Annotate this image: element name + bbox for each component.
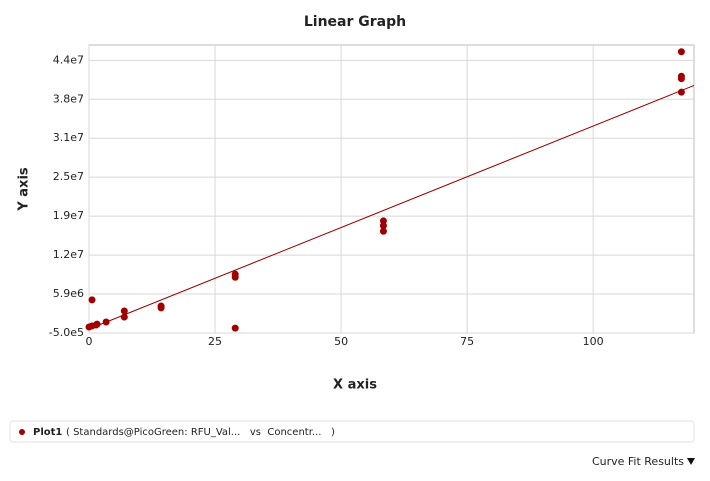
- legend-text: ( Standards@PicoGreen: RFU_Val... vs Con…: [66, 427, 335, 438]
- y-tick-label: 3.1e7: [53, 131, 84, 144]
- x-tick-label: 100: [583, 335, 604, 348]
- point: [677, 75, 685, 83]
- y-tick-label: 2.5e7: [53, 170, 84, 183]
- x-axis-label: X axis: [333, 378, 377, 393]
- x-tick-label: 0: [86, 335, 93, 348]
- legend-box: [9, 420, 695, 443]
- point: [102, 318, 110, 326]
- fit-line: [88, 84, 695, 330]
- point: [120, 307, 128, 315]
- dropdown-arrow[interactable]: [687, 458, 695, 465]
- chart-title: Linear Graph: [304, 14, 406, 30]
- y-tick-label: 5.9e6: [53, 287, 84, 300]
- y-tick-label: 1.2e7: [53, 248, 84, 261]
- legend-marker: [19, 429, 25, 435]
- y-tick-label: 4.4e7: [53, 53, 84, 66]
- curve-fit-button[interactable]: Curve Fit Results: [592, 455, 684, 468]
- point: [677, 48, 685, 56]
- y-tick-label: -5.0e5: [49, 326, 84, 339]
- point: [379, 222, 387, 230]
- y-tick-label: 1.9e7: [53, 209, 84, 222]
- point: [88, 296, 96, 304]
- point: [231, 273, 239, 281]
- y-axis-label: Y axis: [17, 167, 32, 212]
- x-tick-label: 75: [460, 335, 474, 348]
- legend-label: Plot1: [33, 427, 62, 438]
- y-tick-label: 3.8e7: [53, 92, 84, 105]
- point: [231, 324, 239, 332]
- point: [379, 217, 387, 225]
- point: [120, 313, 128, 321]
- x-tick-label: 50: [334, 335, 348, 348]
- point: [157, 304, 165, 312]
- x-tick-label: 25: [208, 335, 222, 348]
- point: [677, 88, 685, 96]
- point: [93, 320, 101, 328]
- plot-frame: [88, 44, 695, 334]
- point: [379, 227, 387, 235]
